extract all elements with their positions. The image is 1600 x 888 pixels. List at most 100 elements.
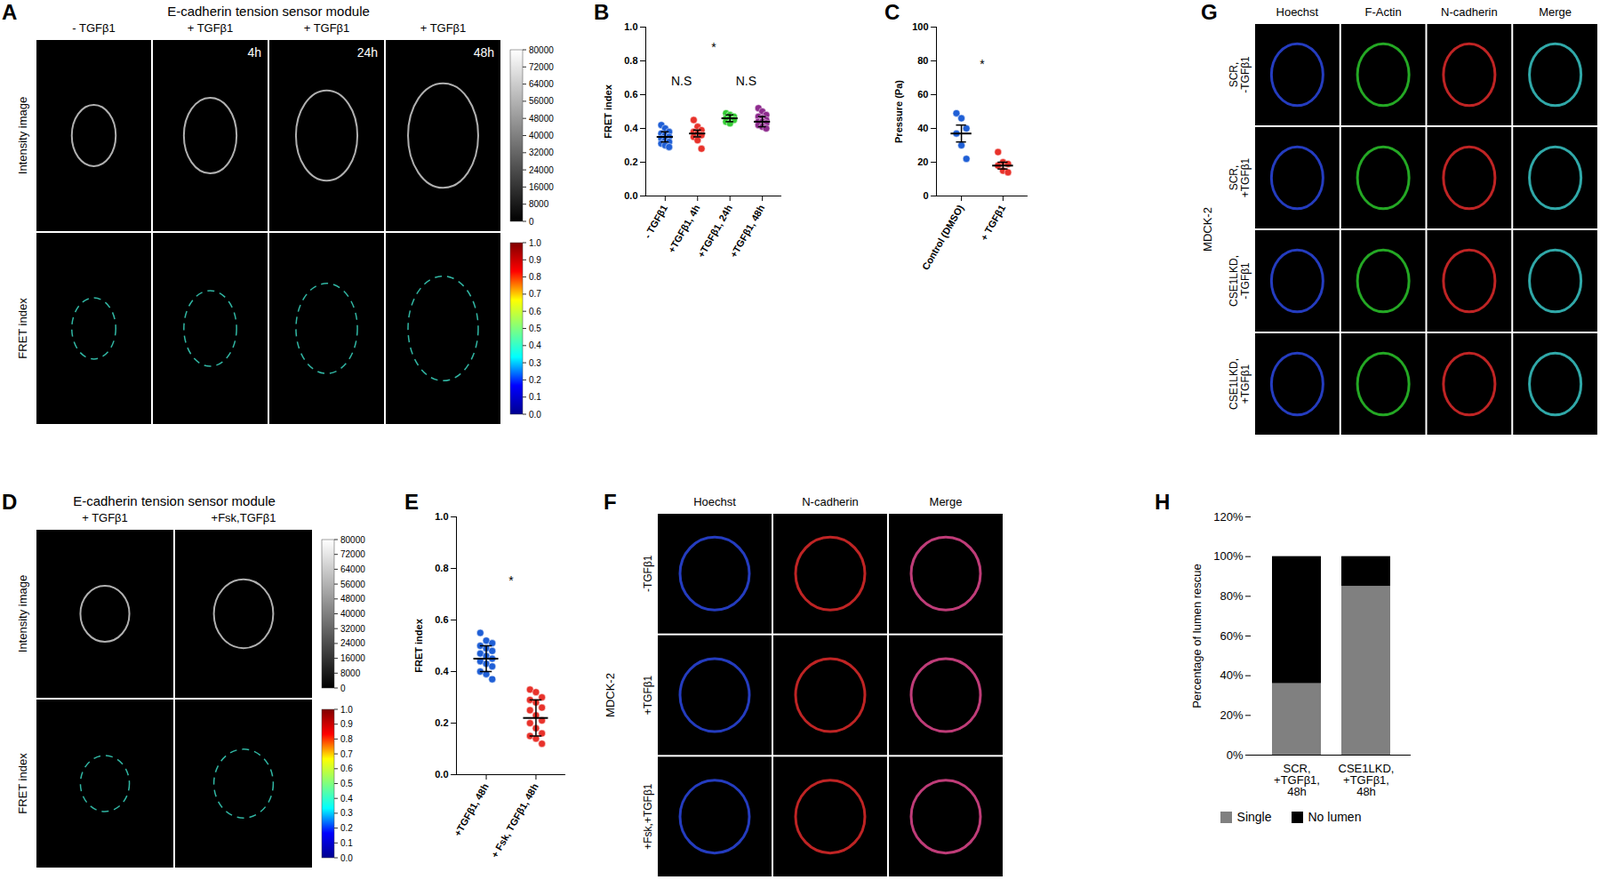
svg-text:0%: 0% <box>1226 748 1244 762</box>
svg-text:MDCK-2: MDCK-2 <box>1200 207 1215 252</box>
svg-text:Control (DMSO): Control (DMSO) <box>920 202 967 272</box>
svg-text:40: 40 <box>917 122 928 134</box>
svg-text:80: 80 <box>917 55 928 66</box>
svg-text:0.5: 0.5 <box>528 323 542 334</box>
svg-text:+ TGFβ1: + TGFβ1 <box>304 21 351 35</box>
svg-text:F-Actin: F-Actin <box>1365 5 1402 19</box>
svg-text:60%: 60% <box>1219 629 1243 643</box>
svg-text:Merge: Merge <box>1538 5 1572 19</box>
svg-text:60: 60 <box>917 88 928 100</box>
svg-text:0.7: 0.7 <box>340 749 353 760</box>
svg-text:0: 0 <box>922 190 928 201</box>
svg-text:*: * <box>711 40 717 55</box>
svg-text:1.0: 1.0 <box>528 238 542 248</box>
svg-text:CSE1LKD,-TGFβ1: CSE1LKD,-TGFβ1 <box>1227 255 1252 307</box>
svg-text:8000: 8000 <box>340 668 361 679</box>
svg-text:0: 0 <box>340 683 346 694</box>
svg-text:0.3: 0.3 <box>340 808 353 818</box>
svg-text:48000: 48000 <box>340 593 366 604</box>
svg-text:48h: 48h <box>473 45 495 60</box>
svg-text:0.0: 0.0 <box>624 190 638 201</box>
svg-text:+TGFβ1, 48h: +TGFβ1, 48h <box>728 202 768 260</box>
svg-text:CSE1LKD,+TGFβ1,48h: CSE1LKD,+TGFβ1,48h <box>1338 761 1395 799</box>
svg-text:0.2: 0.2 <box>624 156 638 168</box>
svg-text:80%: 80% <box>1219 589 1243 603</box>
svg-text:FRET index: FRET index <box>16 752 30 815</box>
svg-text:Intensity image: Intensity image <box>16 575 30 653</box>
svg-text:16000: 16000 <box>528 182 554 192</box>
svg-text:32000: 32000 <box>528 147 554 158</box>
svg-text:SCR,+TGFβ1,48h: SCR,+TGFβ1,48h <box>1273 761 1320 799</box>
svg-text:0.6: 0.6 <box>528 306 542 317</box>
svg-text:N-cadherin: N-cadherin <box>801 495 859 509</box>
svg-text:120%: 120% <box>1213 510 1244 524</box>
svg-text:8000: 8000 <box>528 199 550 209</box>
svg-text:0.8: 0.8 <box>434 562 448 574</box>
svg-text:E-cadherin tension sensor modu: E-cadherin tension sensor module <box>72 493 276 509</box>
svg-text:0.1: 0.1 <box>340 838 353 848</box>
svg-text:N.S: N.S <box>736 73 757 88</box>
svg-text:40000: 40000 <box>528 130 554 141</box>
svg-text:FRET index: FRET index <box>413 617 424 672</box>
svg-text:16000: 16000 <box>340 653 366 664</box>
svg-text:+ TGFβ1: + TGFβ1 <box>420 21 467 35</box>
svg-text:40000: 40000 <box>340 608 366 619</box>
svg-text:1.0: 1.0 <box>624 21 638 32</box>
svg-text:0.6: 0.6 <box>624 88 638 100</box>
svg-text:100: 100 <box>912 21 928 32</box>
svg-text:80000: 80000 <box>528 45 554 56</box>
svg-text:4h: 4h <box>247 45 262 60</box>
svg-text:80000: 80000 <box>340 535 366 545</box>
svg-text:32000: 32000 <box>340 624 366 634</box>
svg-text:+ TGFβ1: + TGFβ1 <box>187 21 234 35</box>
svg-text:+Fsk,TGFβ1: +Fsk,TGFβ1 <box>211 511 277 525</box>
svg-text:0.6: 0.6 <box>340 763 353 774</box>
svg-text:0.2: 0.2 <box>340 823 353 833</box>
svg-text:SCR,-TGFβ1: SCR,-TGFβ1 <box>1227 56 1252 94</box>
svg-text:+ TGFβ1: + TGFβ1 <box>81 511 128 525</box>
svg-text:0.0: 0.0 <box>340 853 353 864</box>
svg-text:64000: 64000 <box>340 564 366 575</box>
svg-text:56000: 56000 <box>528 96 554 106</box>
svg-text:Pressure (Pa): Pressure (Pa) <box>893 80 904 144</box>
svg-text:24000: 24000 <box>340 638 366 648</box>
svg-text:0.0: 0.0 <box>528 409 542 420</box>
svg-text:*: * <box>508 573 514 588</box>
svg-text:N.S: N.S <box>671 73 692 88</box>
svg-text:-TGFβ1: -TGFβ1 <box>641 554 655 592</box>
svg-text:0.7: 0.7 <box>528 288 542 299</box>
svg-text:72000: 72000 <box>340 549 366 560</box>
svg-text:Hoechst: Hoechst <box>693 495 736 509</box>
svg-text:0.6: 0.6 <box>434 614 448 625</box>
svg-text:+TGFβ1: +TGFβ1 <box>641 674 655 715</box>
svg-text:E-cadherin tension sensor modu: E-cadherin tension sensor module <box>167 3 370 19</box>
svg-text:+Fsk,+TGFβ1: +Fsk,+TGFβ1 <box>641 783 655 850</box>
svg-text:0.8: 0.8 <box>340 734 353 744</box>
svg-text:0.9: 0.9 <box>340 719 353 729</box>
svg-text:0.2: 0.2 <box>434 717 448 728</box>
svg-text:20%: 20% <box>1219 708 1243 722</box>
svg-text:1.0: 1.0 <box>434 511 448 522</box>
svg-text:24h: 24h <box>357 45 378 60</box>
svg-text:0.3: 0.3 <box>528 358 542 368</box>
svg-text:+ Fsk, TGFβ1, 48h: + Fsk, TGFβ1, 48h <box>488 781 541 860</box>
svg-text:- TGFβ1: - TGFβ1 <box>641 202 670 240</box>
svg-text:N-cadherin: N-cadherin <box>1440 5 1498 19</box>
svg-text:SCR,+TGFβ1: SCR,+TGFβ1 <box>1227 157 1252 198</box>
svg-text:0.1: 0.1 <box>528 392 542 402</box>
svg-text:CSE1LKD,+TGFβ1: CSE1LKD,+TGFβ1 <box>1227 358 1252 410</box>
svg-text:- TGFβ1: - TGFβ1 <box>72 21 115 35</box>
svg-text:+TGFβ1, 24h: +TGFβ1, 24h <box>695 202 735 260</box>
svg-text:20: 20 <box>917 156 928 168</box>
svg-text:FRET index: FRET index <box>602 83 614 138</box>
svg-text:64000: 64000 <box>528 79 554 89</box>
svg-text:0.4: 0.4 <box>340 793 353 804</box>
svg-text:+TGFβ1, 48h: +TGFβ1, 48h <box>451 781 491 839</box>
svg-text:48000: 48000 <box>528 113 554 124</box>
svg-text:72000: 72000 <box>528 62 554 72</box>
svg-text:0.4: 0.4 <box>528 340 542 351</box>
svg-text:100%: 100% <box>1213 549 1244 563</box>
svg-text:MDCK-2: MDCK-2 <box>603 672 617 718</box>
svg-text:Merge: Merge <box>929 495 963 509</box>
svg-text:0.9: 0.9 <box>528 255 542 265</box>
